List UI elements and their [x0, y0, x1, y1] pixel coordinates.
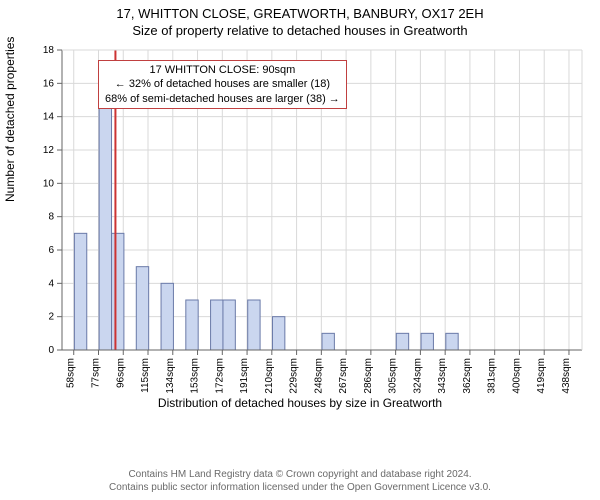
svg-text:400sqm: 400sqm: [511, 358, 522, 394]
svg-text:0: 0: [48, 345, 54, 356]
svg-text:324sqm: 324sqm: [412, 358, 423, 394]
footnote-line-1: Contains HM Land Registry data © Crown c…: [0, 469, 600, 482]
chart-area: 0 2 4 6 8 10 12 14 16 18 58sqm 77sqm 96sqm 115sqm 134s…: [0, 42, 600, 442]
annotation-line-2: ← 32% of detached houses are smaller (18…: [105, 77, 340, 91]
x-axis-label: Distribution of detached houses by size …: [0, 396, 600, 410]
svg-text:153sqm: 153sqm: [190, 358, 201, 394]
svg-text:267sqm: 267sqm: [338, 358, 349, 394]
svg-text:419sqm: 419sqm: [536, 358, 547, 394]
svg-text:286sqm: 286sqm: [363, 358, 374, 394]
svg-text:172sqm: 172sqm: [214, 358, 225, 394]
svg-text:229sqm: 229sqm: [289, 358, 300, 394]
svg-text:96sqm: 96sqm: [115, 358, 126, 388]
annotation-box: 17 WHITTON CLOSE: 90sqm ← 32% of detache…: [98, 60, 347, 109]
svg-text:16: 16: [43, 78, 55, 89]
svg-text:438sqm: 438sqm: [561, 358, 572, 394]
y-axis-label: Number of detached properties: [3, 37, 17, 202]
title-line-2: Size of property relative to detached ho…: [0, 23, 600, 38]
footnote-line-2: Contains public sector information licen…: [0, 482, 600, 495]
footnote: Contains HM Land Registry data © Crown c…: [0, 469, 600, 494]
svg-text:8: 8: [48, 212, 54, 223]
svg-text:362sqm: 362sqm: [462, 358, 473, 394]
svg-text:6: 6: [48, 245, 54, 256]
svg-text:14: 14: [43, 112, 55, 123]
svg-text:134sqm: 134sqm: [165, 358, 176, 394]
svg-text:248sqm: 248sqm: [313, 358, 324, 394]
svg-text:343sqm: 343sqm: [437, 358, 448, 394]
annotation-line-3: 68% of semi-detached houses are larger (…: [105, 92, 340, 106]
svg-text:115sqm: 115sqm: [140, 358, 151, 393]
svg-text:4: 4: [48, 278, 54, 289]
annotation-line-1: 17 WHITTON CLOSE: 90sqm: [105, 63, 340, 77]
chart-title: 17, WHITTON CLOSE, GREATWORTH, BANBURY, …: [0, 0, 600, 38]
svg-text:305sqm: 305sqm: [388, 358, 399, 394]
svg-text:210sqm: 210sqm: [264, 358, 275, 394]
svg-text:12: 12: [43, 145, 55, 156]
title-line-1: 17, WHITTON CLOSE, GREATWORTH, BANBURY, …: [0, 6, 600, 21]
svg-text:191sqm: 191sqm: [239, 358, 250, 394]
svg-text:58sqm: 58sqm: [66, 358, 77, 388]
svg-text:2: 2: [48, 312, 54, 323]
svg-text:18: 18: [43, 45, 55, 56]
svg-text:10: 10: [43, 178, 55, 189]
svg-text:77sqm: 77sqm: [90, 358, 101, 388]
svg-text:381sqm: 381sqm: [487, 358, 498, 394]
